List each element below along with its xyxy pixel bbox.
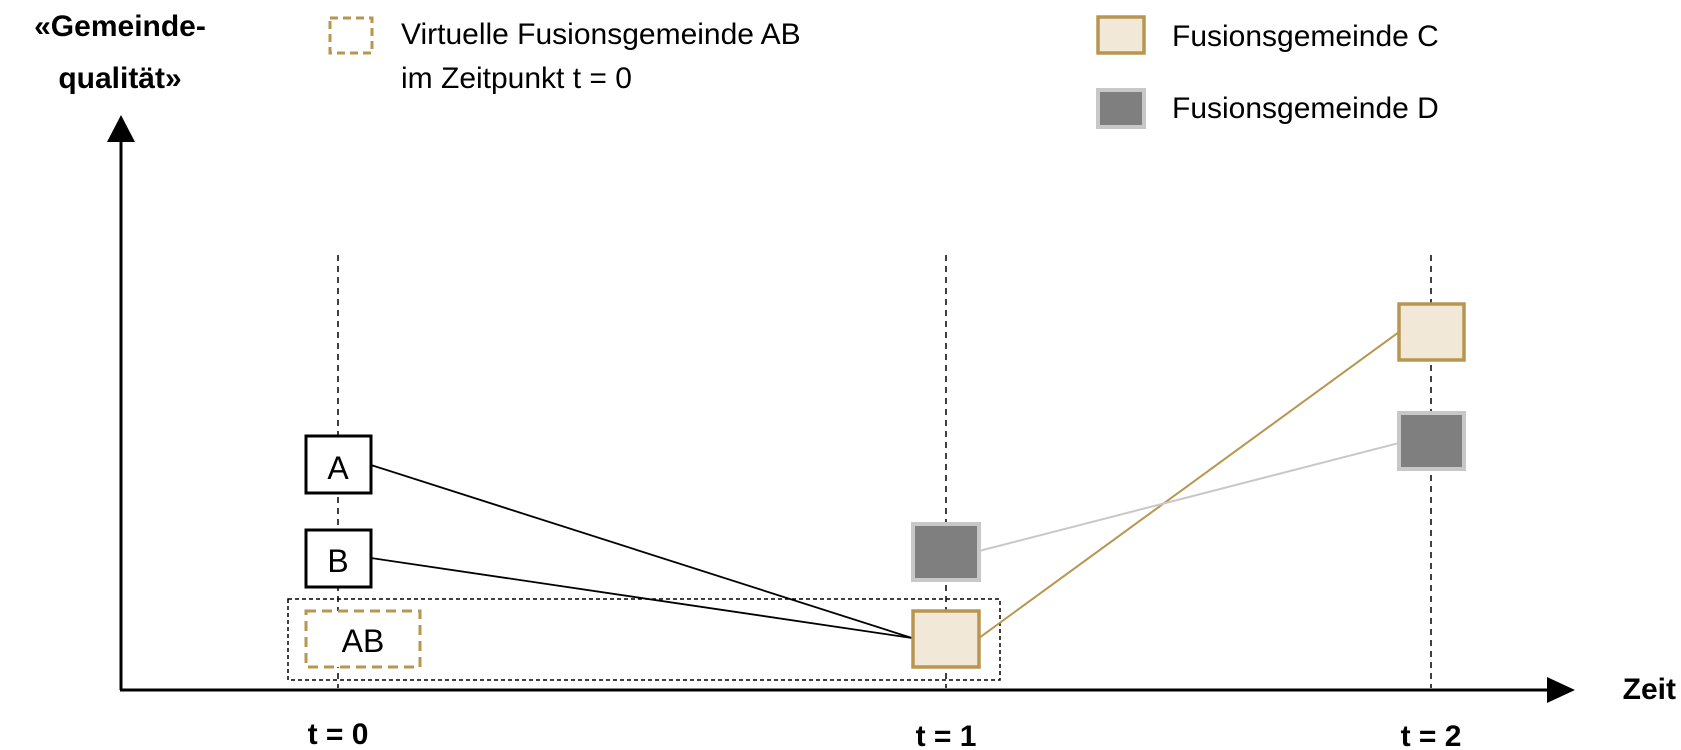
y-axis-label-line1: «Gemeinde- <box>34 10 206 43</box>
fusion-c-t2-box <box>1397 302 1466 362</box>
node-a-box <box>304 434 373 495</box>
legend-virtual-icon <box>328 16 374 55</box>
line-c1-to-c2 <box>978 331 1400 639</box>
line-b-to-c1 <box>370 557 913 639</box>
x-axis-arrow-icon <box>1547 677 1575 703</box>
node-ab-label: AB <box>342 623 385 659</box>
fusion-d-t2-box <box>1397 411 1466 471</box>
y-axis-arrow-icon <box>107 115 135 142</box>
legend-fusion-d-label: Fusionsgemeinde D <box>1172 92 1439 125</box>
line-d1-to-d2 <box>978 442 1400 552</box>
fusion-d-t1-box <box>911 522 981 582</box>
fusion-c-t1-box <box>911 609 981 669</box>
legend-fusion-c-icon <box>1096 15 1146 55</box>
node-a-label: A <box>327 450 349 486</box>
x-axis-label: Zeit <box>1623 673 1676 706</box>
group-outline <box>287 598 1001 681</box>
time-label-t1: t = 1 <box>916 720 977 750</box>
legend-virtual-line1: Virtuelle Fusionsgemeinde AB <box>401 18 801 51</box>
legend-fusion-d-icon <box>1096 88 1146 129</box>
legend-virtual-line2: im Zeitpunkt t = 0 <box>401 62 632 95</box>
node-b-box <box>304 528 373 589</box>
legend-fusion-c-label: Fusionsgemeinde C <box>1172 20 1439 53</box>
node-b-label: B <box>327 543 348 579</box>
time-label-t0: t = 0 <box>308 718 369 750</box>
node-ab-box <box>304 609 422 669</box>
y-axis-label-line2: qualität» <box>58 62 181 95</box>
time-label-t2: t = 2 <box>1401 720 1462 750</box>
line-a-to-c1 <box>370 464 913 639</box>
